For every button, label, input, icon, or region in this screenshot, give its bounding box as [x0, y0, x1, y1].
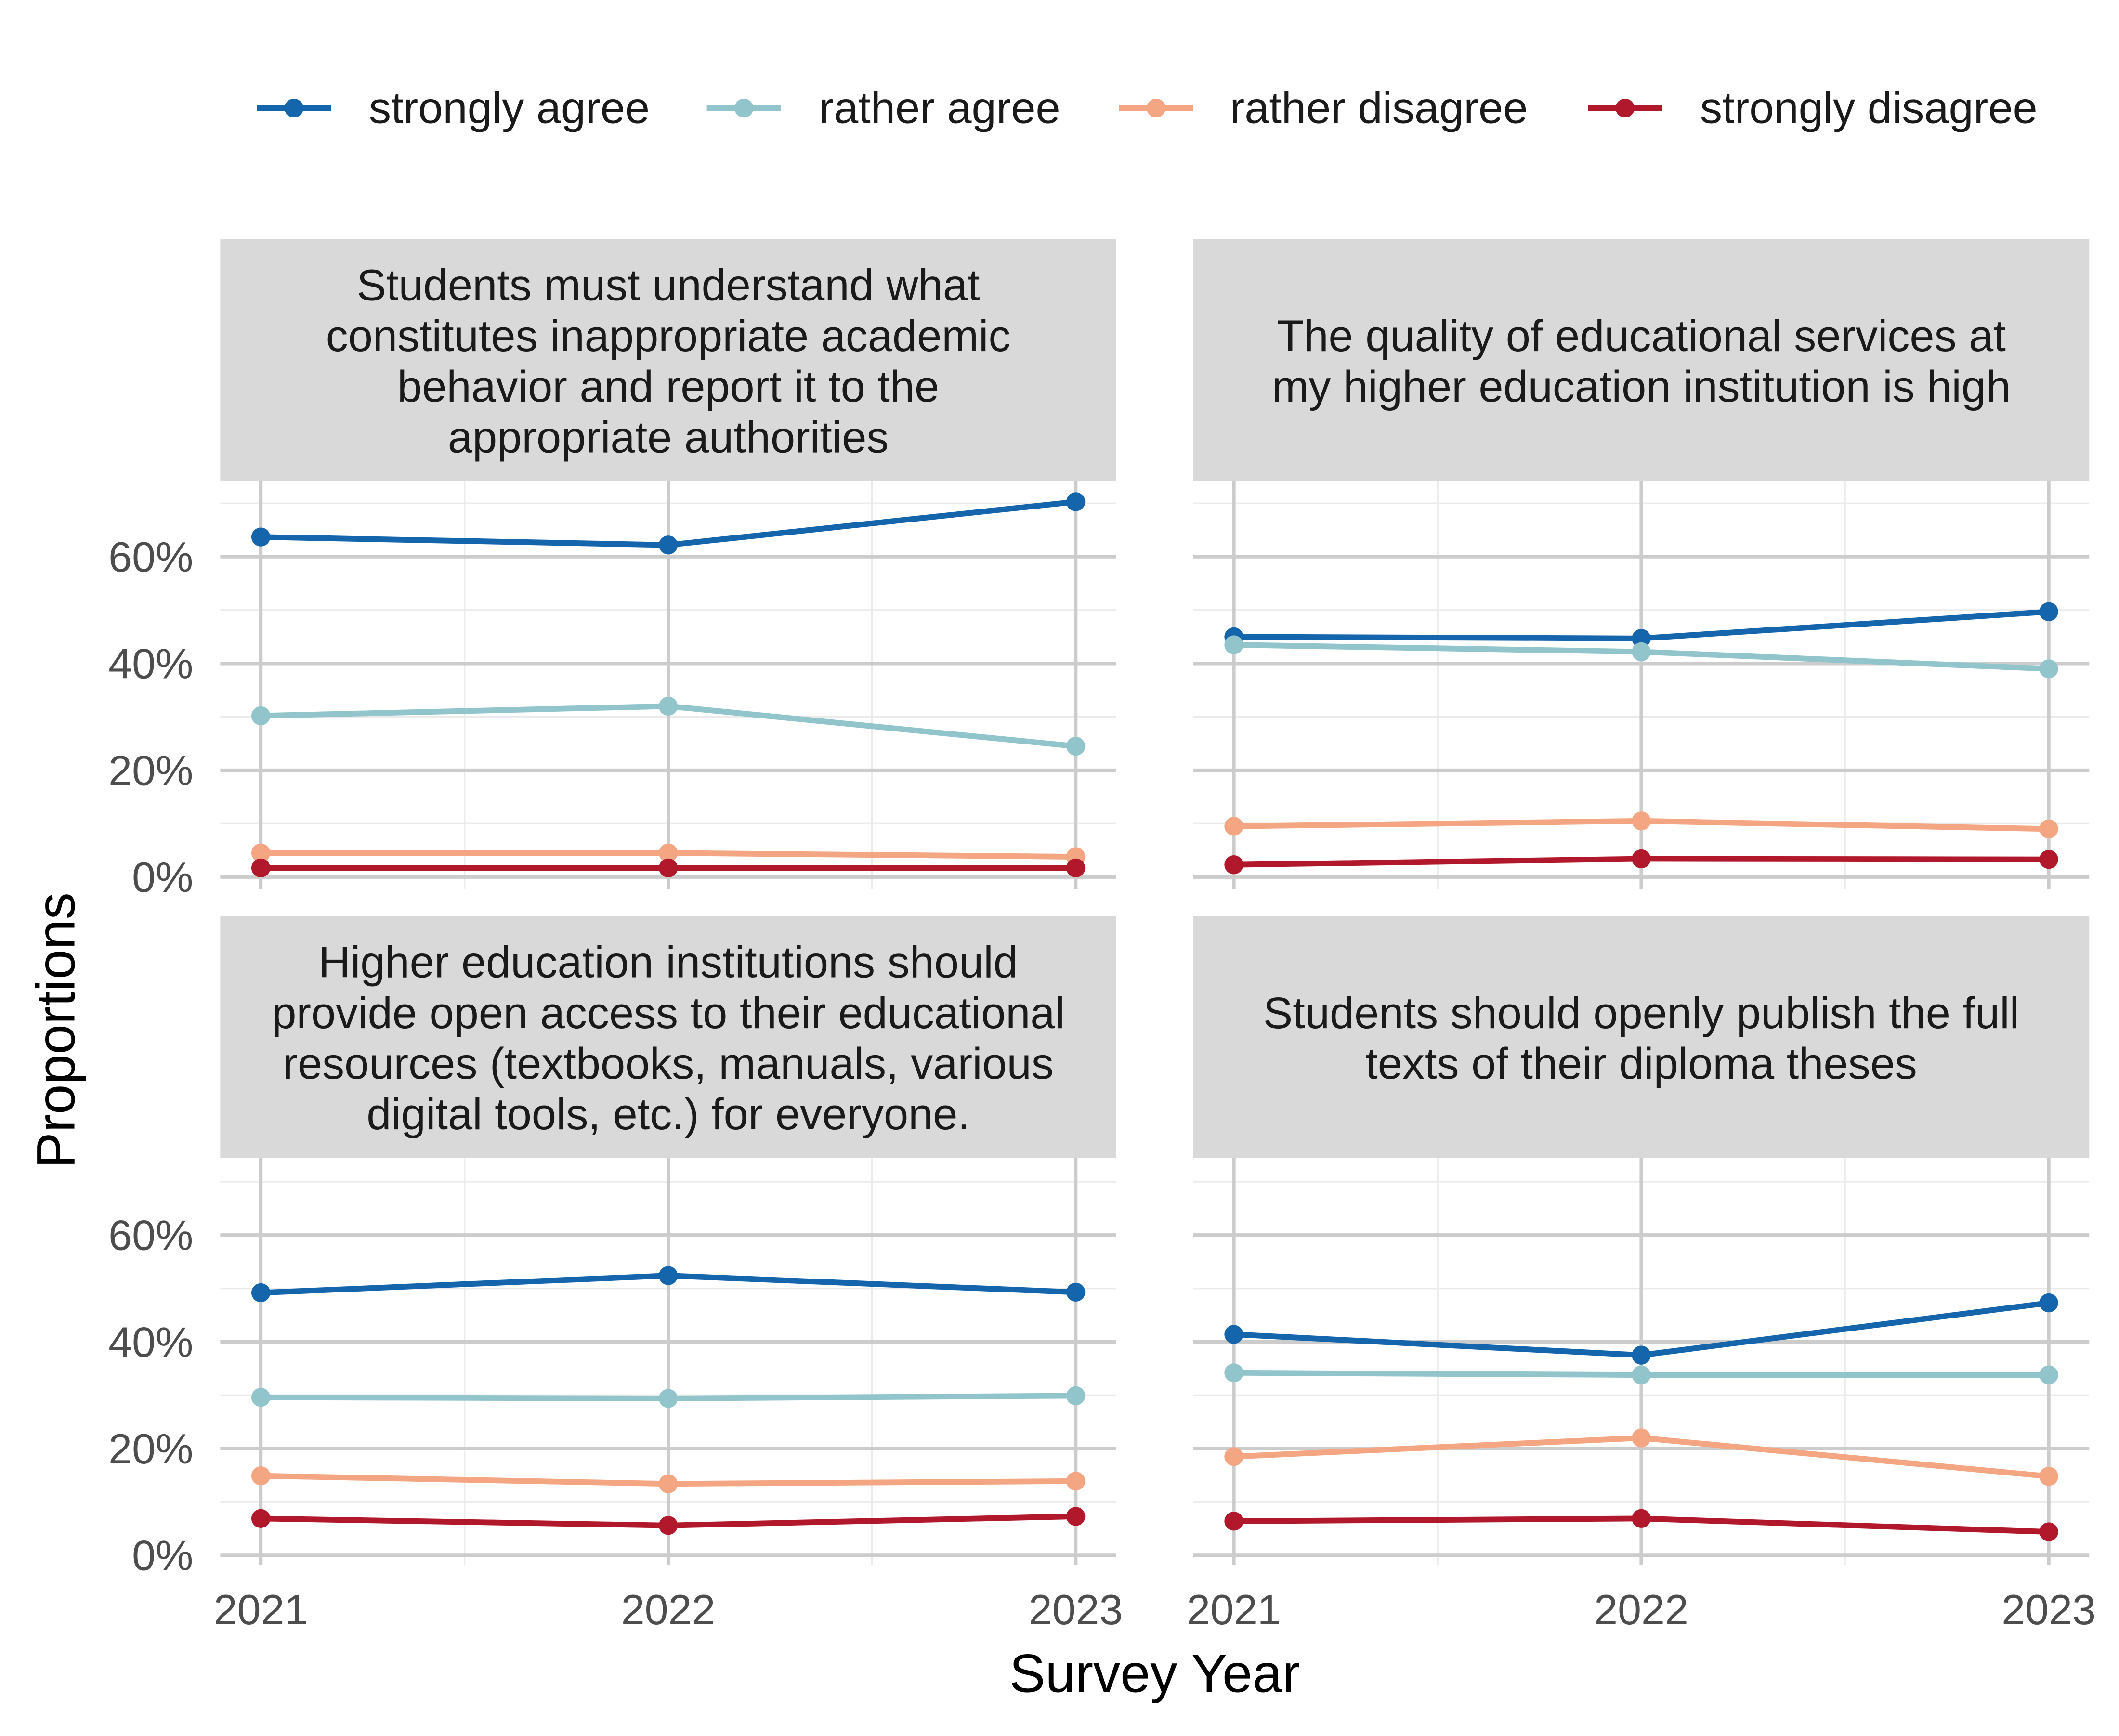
legend-item-strongly-agree: strongly agree	[257, 83, 650, 132]
legend-key-point	[1146, 98, 1166, 118]
facet-panel-4: Students should openly publish the fullt…	[1187, 916, 2096, 1633]
x-tick-label: 2022	[621, 1586, 716, 1633]
legend-label: strongly agree	[369, 83, 650, 132]
x-tick-label: 2021	[1187, 1586, 1281, 1633]
data-point-strongly-agree	[2039, 1293, 2058, 1313]
legend-label: rather agree	[819, 83, 1060, 132]
facet-title-line: my higher education institution is high	[1272, 362, 2011, 411]
legend-item-rather-disagree: rather disagree	[1119, 83, 1528, 132]
data-point-strongly-agree	[1066, 1282, 1086, 1302]
data-point-strongly-agree	[658, 1266, 678, 1285]
y-tick-label: 20%	[108, 746, 193, 794]
facet-strip	[220, 916, 1116, 1158]
facet-title-line: texts of their diploma theses	[1365, 1039, 1917, 1088]
facet-title-line: behavior and report it to the	[397, 362, 939, 411]
data-point-strongly-agree	[1632, 1345, 1651, 1365]
data-point-rather-disagree	[1632, 1428, 1651, 1448]
data-point-strongly-disagree	[658, 858, 678, 877]
data-point-strongly-disagree	[1224, 1512, 1243, 1531]
data-point-strongly-agree	[251, 1283, 271, 1303]
data-point-rather-disagree	[2039, 819, 2058, 839]
facet-panel-3: Higher education institutions shouldprov…	[108, 916, 1123, 1633]
data-point-rather-agree	[2039, 659, 2058, 679]
data-point-rather-agree	[1224, 635, 1243, 654]
data-point-strongly-disagree	[658, 1516, 678, 1535]
data-point-rather-disagree	[2039, 1467, 2058, 1486]
data-point-strongly-disagree	[2039, 1522, 2058, 1541]
data-point-strongly-agree	[658, 535, 678, 555]
y-tick-label: 60%	[108, 533, 193, 581]
facet-title-line: provide open access to their educational	[272, 989, 1065, 1038]
data-point-strongly-agree	[1632, 629, 1651, 648]
x-tick-label: 2022	[1594, 1586, 1688, 1633]
y-tick-label: 0%	[132, 853, 193, 901]
x-tick-label: 2023	[2001, 1586, 2096, 1633]
data-point-strongly-disagree	[1632, 849, 1651, 869]
legend: strongly agree rather agree rather disagre…	[257, 83, 2038, 132]
data-point-rather-agree	[658, 1389, 678, 1408]
data-point-strongly-disagree	[1224, 855, 1243, 875]
facet-strip	[1193, 916, 2090, 1158]
x-axis-title: Survey Year	[1009, 1643, 1300, 1703]
data-point-rather-agree	[251, 706, 271, 726]
data-point-rather-disagree	[1224, 817, 1243, 836]
data-point-strongly-disagree	[1066, 858, 1086, 877]
facet-title-line: Students should openly publish the full	[1263, 989, 2019, 1038]
legend-item-strongly-disagree: strongly disagree	[1588, 83, 2038, 132]
data-point-rather-agree	[658, 696, 678, 716]
data-point-rather-agree	[1224, 1363, 1243, 1383]
data-point-rather-disagree	[1632, 811, 1651, 831]
facet-title-line: The quality of educational services at	[1277, 312, 2006, 361]
facet-strip	[1193, 239, 2090, 481]
y-tick-label: 60%	[108, 1212, 193, 1259]
facet-title-line: resources (textbooks, manuals, various	[283, 1039, 1053, 1088]
data-point-strongly-disagree	[251, 1509, 271, 1528]
data-point-strongly-disagree	[1066, 1507, 1086, 1526]
legend-key-point	[734, 98, 754, 118]
data-point-rather-agree	[1632, 1365, 1651, 1384]
facet-title-line: constitutes inappropriate academic	[326, 312, 1011, 361]
facet-strip	[220, 239, 1116, 481]
legend-key-point	[284, 98, 303, 118]
data-point-strongly-disagree	[251, 858, 271, 877]
data-point-rather-agree	[1066, 1386, 1086, 1406]
y-tick-label: 0%	[132, 1532, 193, 1579]
facet-title-line: Students must understand what	[357, 261, 980, 310]
x-tick-label: 2023	[1029, 1586, 1123, 1633]
data-point-rather-disagree	[251, 843, 271, 862]
data-point-strongly-disagree	[2039, 849, 2058, 869]
data-point-rather-agree	[2039, 1365, 2058, 1384]
y-tick-label: 40%	[108, 1318, 193, 1366]
legend-label: strongly disagree	[1700, 83, 2038, 132]
y-tick-label: 40%	[108, 640, 193, 688]
data-point-rather-agree	[1632, 642, 1651, 662]
y-tick-label: 20%	[108, 1425, 193, 1473]
y-axis-title: Proportions	[26, 892, 86, 1168]
legend-label: rather disagree	[1230, 83, 1528, 132]
data-point-rather-disagree	[251, 1466, 271, 1486]
data-point-strongly-agree	[1224, 1325, 1243, 1344]
data-point-rather-disagree	[1066, 1472, 1086, 1491]
facet-title-line: digital tools, etc.) for everyone.	[366, 1090, 970, 1139]
data-point-rather-agree	[251, 1388, 271, 1407]
legend-key-point	[1615, 98, 1635, 118]
data-point-strongly-agree	[251, 527, 271, 547]
x-tick-label: 2021	[214, 1586, 308, 1633]
facet-title-line: Higher education institutions should	[318, 938, 1018, 987]
data-point-strongly-disagree	[1632, 1509, 1651, 1528]
data-point-rather-disagree	[1224, 1447, 1243, 1466]
data-point-rather-disagree	[658, 843, 678, 862]
facet-title-line: appropriate authorities	[448, 413, 889, 462]
data-point-rather-disagree	[658, 1474, 678, 1493]
data-point-rather-agree	[1066, 736, 1086, 756]
data-point-strongly-agree	[2039, 602, 2058, 621]
facet-panel-1: Students must understand whatconstitutes…	[108, 239, 1116, 901]
data-point-strongly-agree	[1066, 492, 1086, 511]
legend-item-rather-agree: rather agree	[706, 83, 1060, 132]
facet-panel-2: The quality of educational services atmy…	[1193, 239, 2090, 889]
